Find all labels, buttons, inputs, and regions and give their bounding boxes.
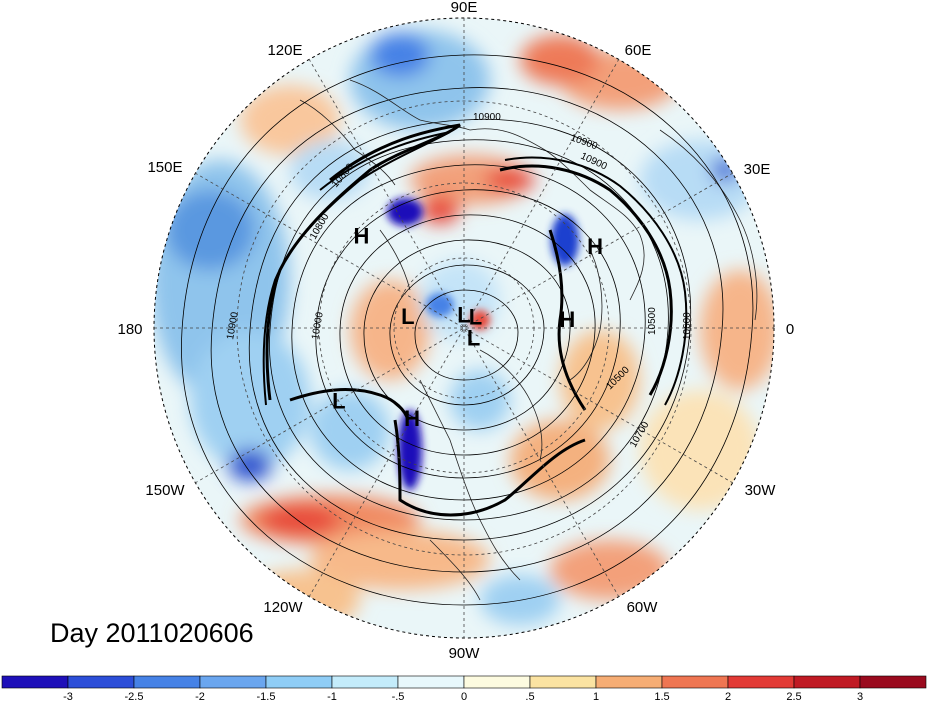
coastlines (299, 79, 758, 601)
contour-label: 10000 (310, 311, 326, 341)
colorbar-swatch (67, 675, 135, 689)
lon-label-60e: 60E (625, 42, 652, 59)
colorbar-tick-label: 1 (593, 691, 599, 702)
colorbar-swatch (199, 675, 267, 689)
colorbar-swatch (397, 675, 465, 689)
colorbar-tick-label: 3 (857, 691, 863, 702)
lon-label-60w: 60W (627, 599, 659, 616)
day-label: Day 2011020606 (50, 618, 254, 648)
jet-stream-contours (262, 123, 688, 517)
low-pressure-label: L (332, 388, 345, 413)
lon-label-30w: 30W (745, 482, 777, 499)
colorbar-swatch (1, 675, 69, 689)
colorbar-tick-label: -.5 (392, 691, 405, 702)
lon-label-0: 0 (786, 321, 794, 338)
colorbar-swatch (859, 675, 927, 689)
colorbar-swatch (265, 675, 333, 689)
low-pressure-label: L (467, 326, 480, 351)
colorbar-swatch (529, 675, 597, 689)
lon-label-90e: 90E (451, 0, 478, 16)
colorbar-swatch (595, 675, 663, 689)
lon-label-120w: 120W (263, 599, 303, 616)
high-pressure-label: H (404, 406, 420, 431)
colorbar-swatch (727, 675, 795, 689)
colorbar-swatch (793, 675, 861, 689)
lon-label-30e: 30E (744, 161, 771, 178)
high-pressure-label: H (559, 307, 575, 332)
colorbar-tick-label: -1.5 (257, 691, 276, 702)
high-pressure-label: H (353, 224, 369, 249)
colorbar-tick-label: -3 (63, 691, 73, 702)
low-pressure-label: L (401, 304, 414, 329)
low-pressure-label: L (469, 305, 482, 330)
contour-label: 10900 (473, 112, 501, 123)
low-pressure-label: L (457, 303, 470, 328)
lon-label-90w: 90W (449, 645, 481, 662)
colorbar-tick-label: -2 (195, 691, 205, 702)
colorbar-tick-label: 0 (461, 691, 467, 702)
lon-label-120e: 120E (267, 42, 302, 59)
colorbar-swatch (133, 675, 201, 689)
colorbar: -3 -2.5 -2 -1.5 -1 -.5 0 .5 1 1.5 2 2.5 3 (1, 675, 927, 702)
colorbar-tick-label: 2.5 (786, 691, 801, 702)
contour-label: 10900 (225, 311, 241, 341)
colorbar-tick-label: -2.5 (125, 691, 144, 702)
graticule (153, 17, 775, 639)
lon-label-180: 180 (117, 321, 142, 338)
longitude-labels: 90E 60E 30E 0 30W 60W 90W 120W 150W 180 … (117, 0, 794, 662)
colorbar-tick-label: -1 (327, 691, 337, 702)
high-pressure-label: H (587, 234, 603, 259)
colorbar-tick-label: 2 (725, 691, 731, 702)
contour-label: 10500 (647, 307, 658, 335)
colorbar-tick-label: .5 (525, 691, 534, 702)
lon-label-150w: 150W (145, 482, 185, 499)
colorbar-swatch (463, 675, 531, 689)
colorbar-swatch (331, 675, 399, 689)
colorbar-swatch (661, 675, 729, 689)
colorbar-tick-label: 1.5 (654, 691, 669, 702)
lon-label-150e: 150E (147, 159, 182, 176)
contour-label: 10600 (682, 312, 693, 340)
